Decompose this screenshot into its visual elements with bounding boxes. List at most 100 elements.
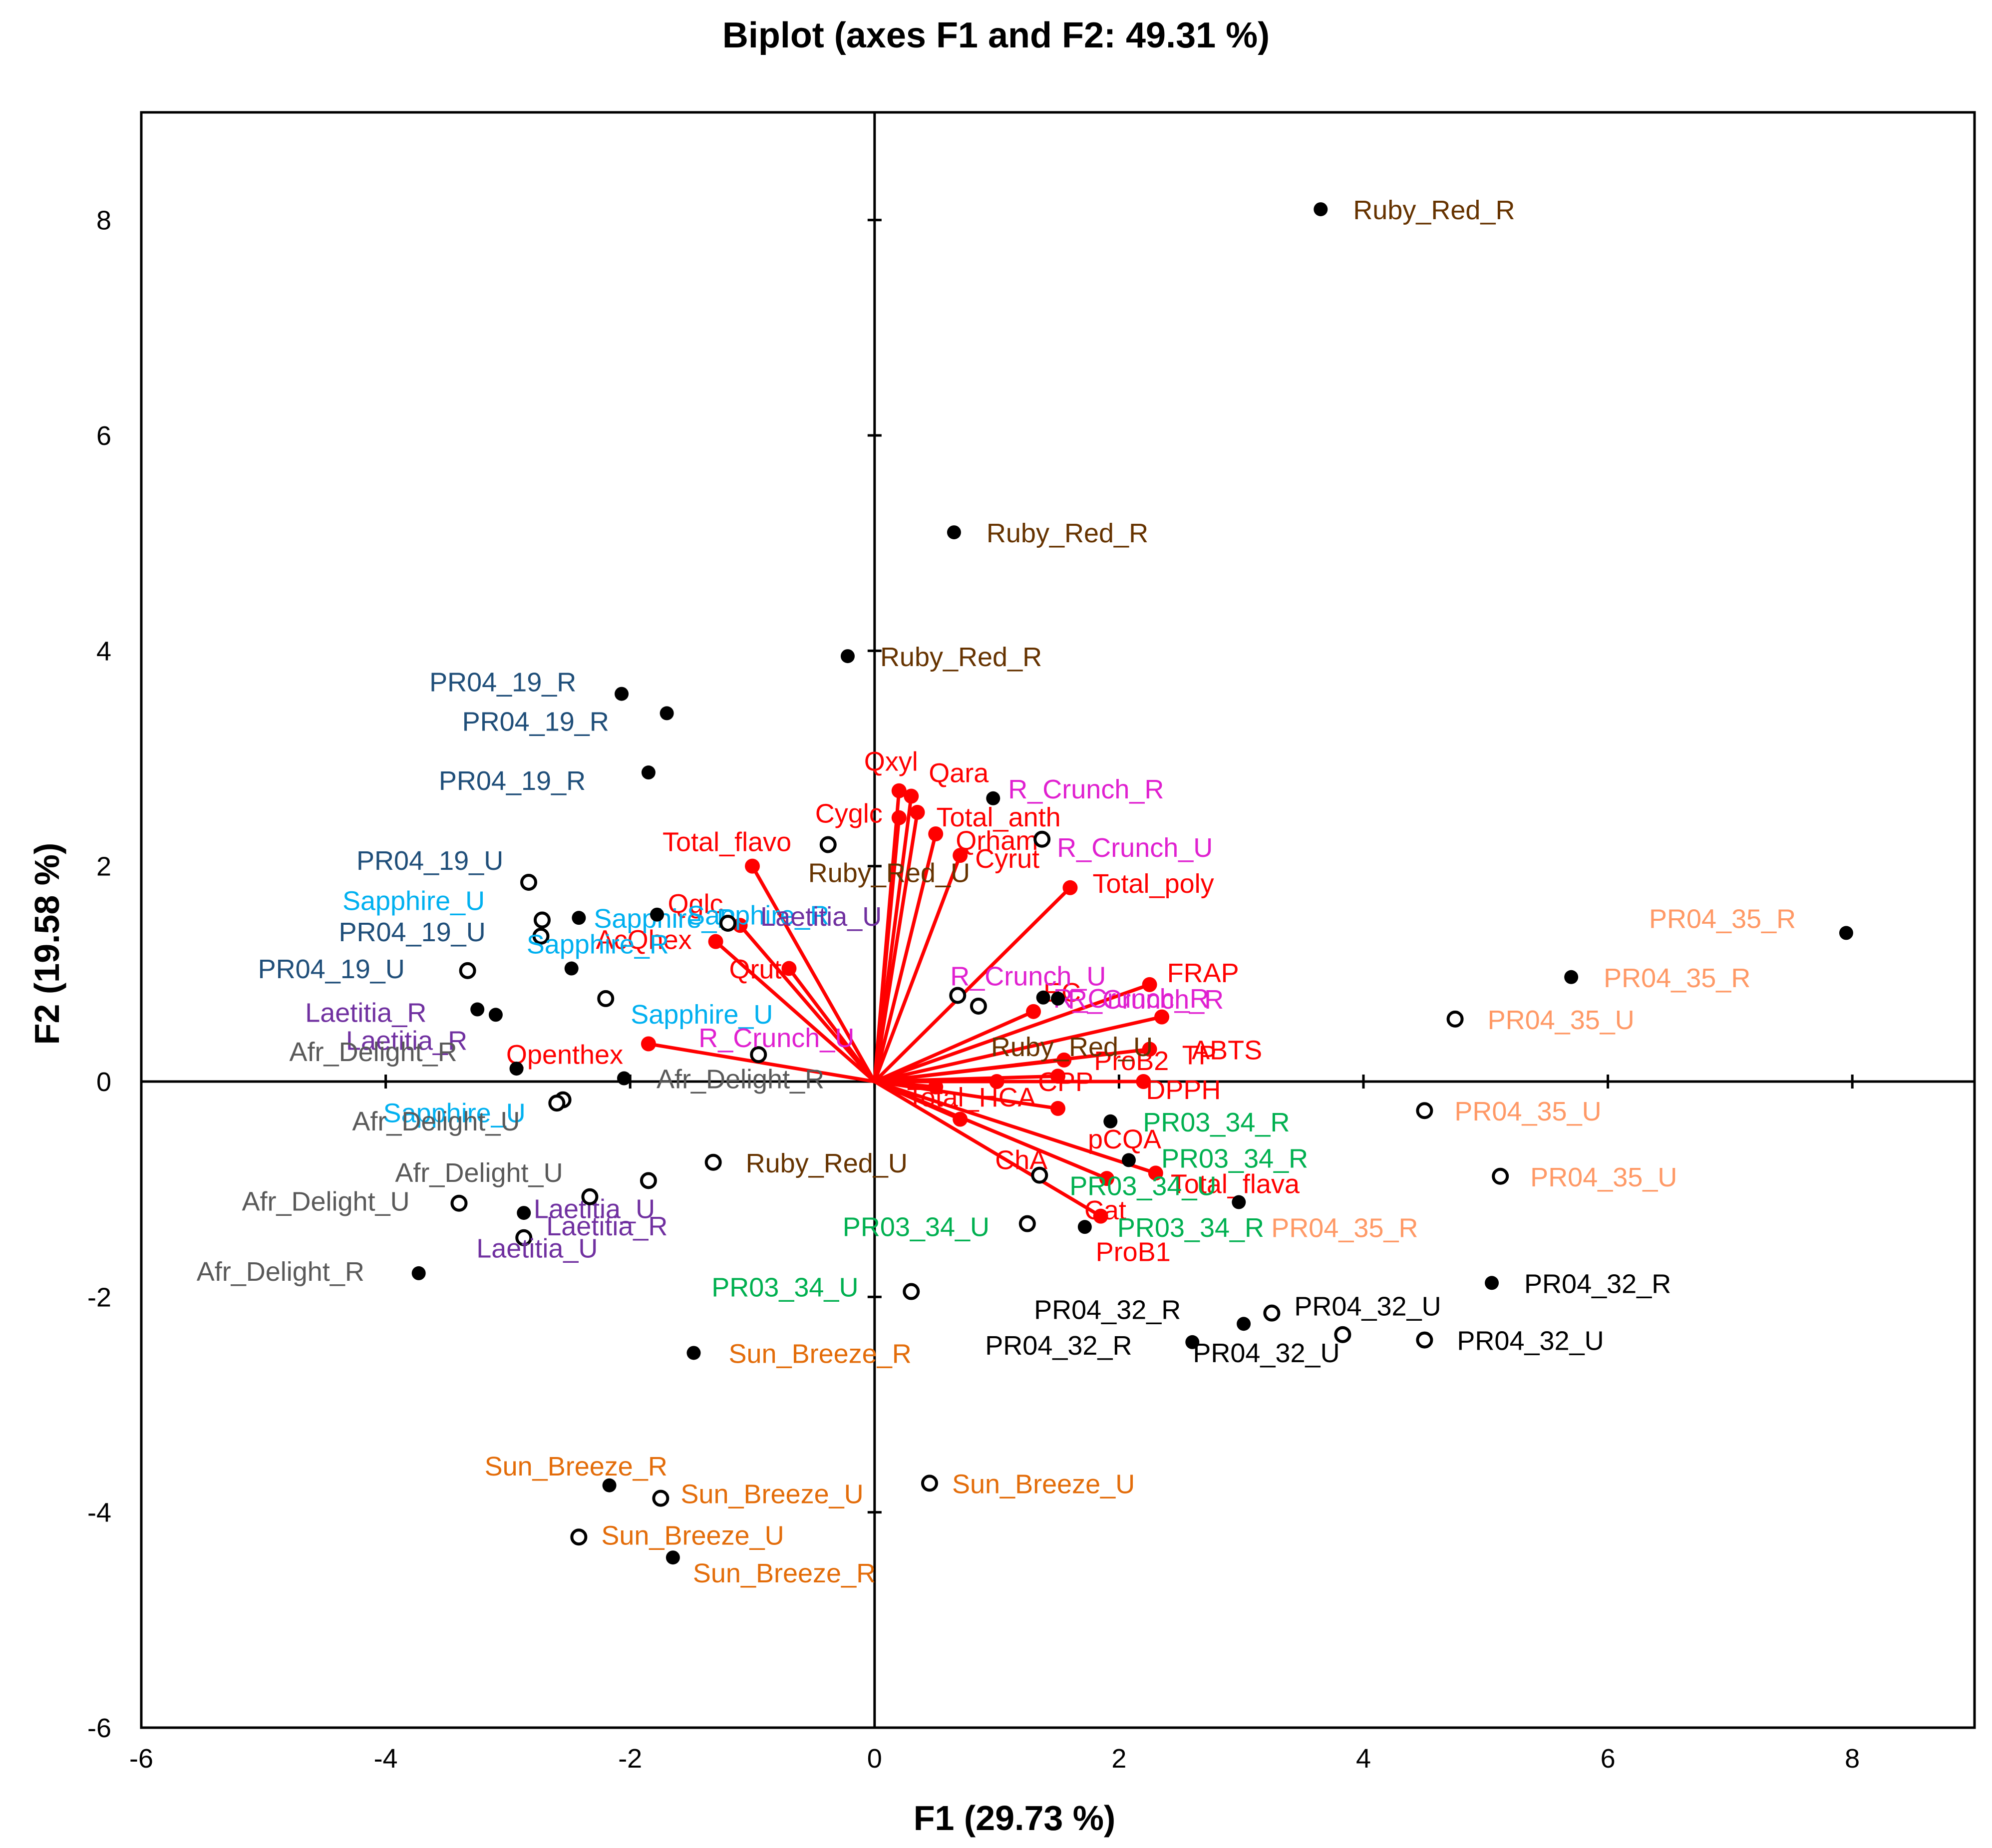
variable-vector [714,940,876,1083]
observation-label: Sapphire_R [594,904,736,934]
variable-label: ABTS [1192,1036,1262,1066]
observation-label: PR04_32_U [1457,1326,1604,1356]
variable-vector [787,967,876,1083]
variable-label: CPP [1038,1067,1093,1097]
observation-point [819,836,837,853]
observation-label: PR04_32_R [1034,1295,1181,1325]
observation-point [488,1008,503,1022]
variable-label: Cyglc [815,799,883,829]
observation-label: Laetitia_U [760,902,882,932]
observation-point [1263,1304,1281,1322]
observation-label: PR04_32_U [1193,1338,1339,1368]
observation-point [1334,1326,1351,1343]
x-axis-label: F1 (29.73 %) [914,1799,1116,1838]
observation-label: Laetitia_R [546,1211,667,1241]
observation-label: Ruby_Red_R [987,518,1148,548]
observation-point [1018,1215,1036,1232]
y-tick-label: -4 [87,1498,111,1528]
variable-vector-end [928,826,944,841]
observation-label: PR04_35_R [1271,1213,1418,1243]
observation-point [840,649,855,664]
variable-vector [874,1080,1108,1180]
variable-label: Total_flava [1171,1169,1300,1199]
observation-point [1564,970,1579,984]
variable-vector-end [904,788,919,804]
observation-point [1031,1166,1048,1184]
x-tick-label: -4 [374,1744,398,1774]
observation-point [1121,1153,1136,1167]
observation-point [903,1283,920,1300]
plot-area: -6 -4 -2 0 2 4 6 8 -6 -4 -2 0 2 4 6 8 Qxyl Qara Total_anth… [87,111,1976,1774]
variable-vector [874,1058,1064,1084]
observation-label: Sun_Breeze_R [485,1452,667,1481]
observation-point [1077,1220,1092,1234]
observation-label: R_Crunch_U [1057,833,1213,863]
y-tick-label: -2 [87,1282,111,1312]
observation-label: PR03_34_R [1161,1143,1308,1173]
observation-label: PR04_32_R [1524,1269,1671,1299]
observation-label: Ruby_Red_U [808,858,970,888]
y-tick-label: 2 [96,852,111,882]
observation-label: Afr_Delight_R [290,1037,457,1067]
observation-point [581,1188,599,1205]
observation-point [517,1206,531,1220]
observation-label: PR03_34_U [711,1273,858,1303]
variable-vector-end [1056,1052,1072,1068]
observation-label: Sapphire_U [342,886,485,916]
observation-point [970,998,987,1015]
y-axis-label: F2 (19.58 %) [27,843,66,1045]
variable-label: Qpenthex [506,1040,623,1070]
plot-frame [140,111,1976,1729]
observation-point [411,1266,426,1280]
observation-label: PR04_35_R [1604,963,1750,993]
observation-point [520,874,538,891]
observation-point [1314,202,1328,217]
observation-point [470,1002,485,1017]
variable-label: Cat [1084,1195,1126,1225]
observation-label: PR04_19_U [258,954,405,984]
variable-label: Total_poly [1092,869,1214,899]
variable-vector-end [1050,1101,1065,1116]
observation-label: PR03_34_U [1069,1171,1216,1201]
observation-point [949,987,967,1004]
variable-label: ProB1 [1096,1237,1171,1267]
observation-point [660,706,674,721]
x-tick-label: 2 [1111,1744,1126,1774]
y-tick-label: 8 [96,206,111,236]
observation-label: Ruby_Red_R [1353,195,1515,225]
variable-label: DPPH [1146,1075,1221,1105]
variable-vector-end [910,804,925,820]
observation-point [617,1071,631,1086]
variable-vector [874,1080,1058,1110]
variable-vector-end [641,1036,656,1052]
observation-label: PR03_34_R [1117,1213,1264,1243]
variable-vector [873,833,938,1082]
variable-vector [873,886,1071,1083]
variable-vector-end [1026,1004,1041,1019]
variable-vector-end [1142,977,1157,992]
observation-point [564,961,579,976]
observation-label: R_Crunch_U [950,961,1106,991]
observation-label: PR04_19_U [338,917,485,947]
variable-vector-end [732,918,748,933]
y-tick-label: 6 [96,421,111,451]
observation-label: Laetitia_R [346,1026,467,1056]
variable-vector [750,865,876,1083]
x-tick-label: 0 [867,1744,882,1774]
observation-label: Sun_Breeze_R [728,1339,911,1369]
observation-point [1446,1010,1464,1028]
variable-vector [738,924,876,1083]
variable-vector [874,983,1150,1084]
variable-vector-end [953,848,968,863]
observation-label: PR04_19_R [429,668,576,698]
variable-vector-end [891,810,907,825]
variable-label: pCQA [1088,1124,1161,1154]
variable-label: Total_flavo [663,827,791,857]
observation-point [515,1229,533,1246]
observation-point [533,911,551,929]
variable-vector [874,1080,1102,1218]
variable-vector [874,1010,1034,1084]
variable-label: Total_anth [936,802,1060,832]
observation-label: R_Crunch_R [1068,985,1224,1015]
observation-label: Sapphire_R [687,901,829,931]
